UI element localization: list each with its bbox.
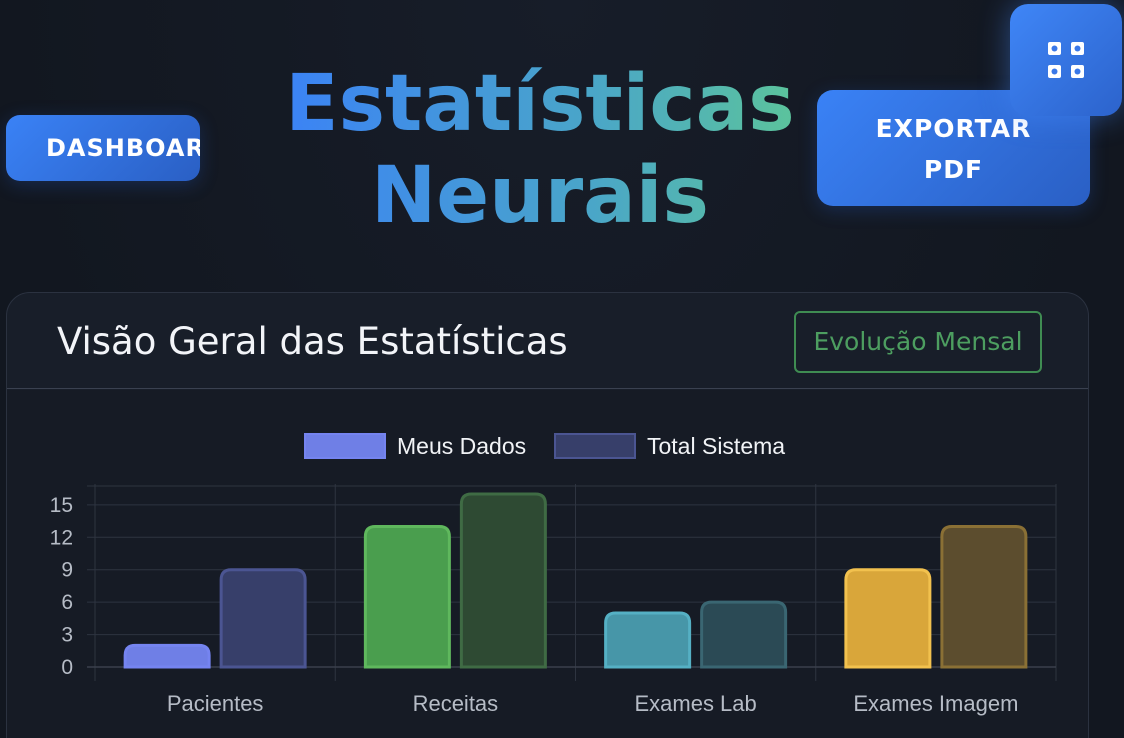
x-category-label: Exames Imagem: [853, 691, 1018, 716]
bar-meus-dados: [844, 568, 932, 669]
x-category-label: Receitas: [413, 691, 499, 716]
bar-total-sistema: [219, 568, 307, 669]
grid-menu-button[interactable]: [1010, 4, 1122, 116]
legend-label: Meus Dados: [397, 433, 526, 459]
page-title: Estatísticas Neurais: [280, 58, 800, 242]
card-header: Visão Geral das Estatísticas Evolução Me…: [7, 293, 1088, 389]
page-title-line1: Estatísticas: [285, 59, 795, 149]
y-tick-label: 9: [61, 559, 73, 582]
bar-total-sistema: [459, 492, 547, 669]
y-tick-label: 12: [50, 526, 73, 549]
x-category-label: Exames Lab: [634, 691, 756, 716]
bar-total-sistema: [700, 600, 788, 669]
y-tick-label: 0: [61, 656, 73, 679]
page-title-line2: Neurais: [371, 151, 709, 241]
legend-label: Total Sistema: [647, 433, 785, 459]
bar-chart: 0 3 6 9 12 15 Pacientes Receitas Exames Lab Exame…: [50, 433, 1057, 716]
bar-meus-dados: [363, 524, 451, 669]
y-tick-label: 15: [50, 494, 73, 517]
export-pdf-label-line1: EXPORTAR: [875, 114, 1032, 143]
card-title: Visão Geral das Estatísticas: [57, 320, 568, 363]
statistics-card: Visão Geral das Estatísticas Evolução Me…: [6, 292, 1089, 738]
legend-swatch: [304, 433, 386, 459]
chart-area: 0 3 6 9 12 15 Pacientes Receitas Exames Lab Exame…: [7, 390, 1088, 738]
export-pdf-label-line2: PDF: [923, 155, 984, 184]
dashboard-button[interactable]: DASHBOARD: [6, 115, 200, 181]
y-tick-label: 6: [61, 591, 73, 614]
y-tick-label: 3: [61, 624, 73, 647]
monthly-evolution-button[interactable]: Evolução Mensal: [794, 311, 1042, 373]
x-category-label: Pacientes: [167, 691, 264, 716]
legend-swatch: [554, 433, 636, 459]
grid-icon: [1048, 42, 1084, 78]
bar-total-sistema: [940, 524, 1028, 669]
bar-meus-dados: [604, 611, 692, 669]
bar-meus-dados: [123, 643, 211, 669]
